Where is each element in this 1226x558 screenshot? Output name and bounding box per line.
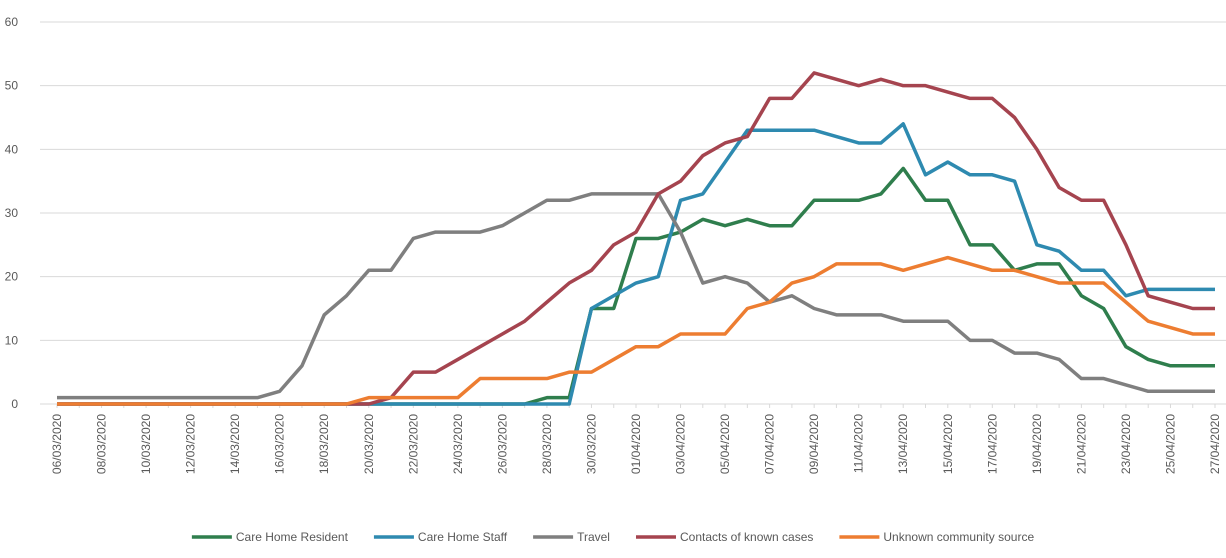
- x-tick-label: 26/03/2020: [495, 414, 509, 474]
- x-tick-label: 19/04/2020: [1030, 414, 1044, 474]
- x-tick-label: 21/04/2020: [1074, 414, 1088, 474]
- x-tick-label: 12/03/2020: [184, 414, 198, 474]
- x-tick-label: 22/03/2020: [406, 414, 420, 474]
- y-tick-label: 30: [5, 206, 19, 220]
- series-line: [57, 166, 1215, 406]
- x-tick-label: 14/03/2020: [228, 414, 242, 474]
- x-tick-label: 16/03/2020: [273, 414, 287, 474]
- legend-label: Care Home Resident: [236, 530, 349, 544]
- legend-label: Travel: [577, 530, 610, 544]
- x-tick-label: 23/04/2020: [1119, 414, 1133, 474]
- legend-label: Care Home Staff: [418, 530, 508, 544]
- y-tick-label: 40: [5, 142, 19, 156]
- x-tick-label: 07/04/2020: [763, 414, 777, 474]
- series-line: [57, 255, 1215, 406]
- x-tick-label: 24/03/2020: [451, 414, 465, 474]
- x-tick-label: 09/04/2020: [807, 414, 821, 474]
- x-tick-label: 01/04/2020: [629, 414, 643, 474]
- x-tick-label: 20/03/2020: [362, 414, 376, 474]
- x-tick-label: 08/03/2020: [95, 414, 109, 474]
- x-tick-label: 05/04/2020: [718, 414, 732, 474]
- x-tick-label: 27/04/2020: [1208, 414, 1222, 474]
- legend-label: Contacts of known cases: [680, 530, 813, 544]
- y-tick-label: 0: [11, 397, 18, 411]
- x-tick-label: 17/04/2020: [985, 414, 999, 474]
- x-tick-label: 15/04/2020: [941, 414, 955, 474]
- x-tick-label: 30/03/2020: [584, 414, 598, 474]
- y-tick-label: 10: [5, 333, 19, 347]
- x-tick-label: 06/03/2020: [50, 414, 64, 474]
- x-tick-label: 03/04/2020: [674, 414, 688, 474]
- y-tick-label: 20: [5, 270, 19, 284]
- x-tick-label: 18/03/2020: [317, 414, 331, 474]
- x-tick-label: 11/04/2020: [852, 414, 866, 473]
- x-tick-label: 25/04/2020: [1163, 414, 1177, 474]
- x-tick-label: 13/04/2020: [896, 414, 910, 474]
- x-tick-label: 28/03/2020: [540, 414, 554, 474]
- y-tick-label: 50: [5, 79, 19, 93]
- series-line: [57, 192, 1215, 400]
- legend-label: Unknown community source: [883, 530, 1034, 544]
- y-tick-label: 60: [5, 15, 19, 29]
- x-tick-label: 10/03/2020: [139, 414, 153, 474]
